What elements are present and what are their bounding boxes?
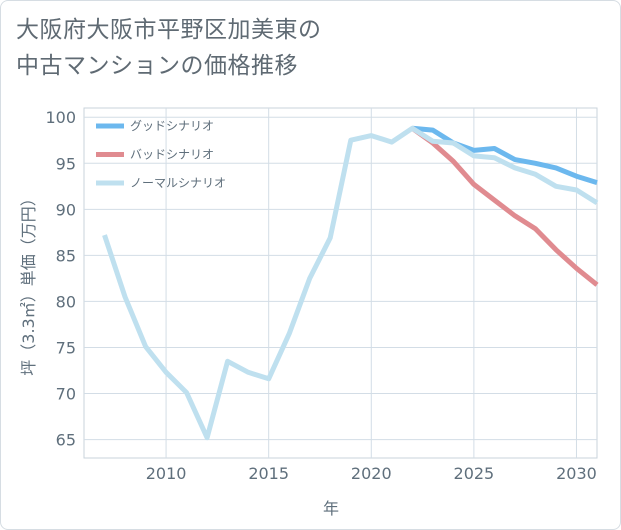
legend-label: ノーマルシナリオ <box>130 176 226 190</box>
x-tick-label: 2025 <box>454 464 495 483</box>
series-line-3 <box>102 125 599 441</box>
y-tick-label: 65 <box>56 431 76 450</box>
y-tick-label: 75 <box>56 338 76 357</box>
tick-labels: 65 70 75 80 85 90 95 100 2010 2015 2020 2025 2030 <box>45 108 596 483</box>
y-tick-label: 80 <box>56 292 76 311</box>
chart-title-line-2: 中古マンションの価格推移 <box>16 53 298 79</box>
legend-label: バッドシナリオ <box>130 148 214 162</box>
y-tick-label: 70 <box>56 385 76 404</box>
series-line-1 <box>412 125 598 185</box>
x-tick-label: 2020 <box>351 464 392 483</box>
chart-title: 大阪府大阪市平野区加美東の 中古マンションの価格推移 <box>16 12 576 84</box>
x-tick-label: 2010 <box>146 464 187 483</box>
x-tick-label: 2030 <box>556 464 597 483</box>
y-tick-label: 100 <box>45 108 76 127</box>
y-tick-label: 90 <box>56 200 76 219</box>
chart-title-line-1: 大阪府大阪市平野区加美東の <box>16 17 322 43</box>
y-tick-label: 85 <box>56 246 76 265</box>
x-tick-label: 2015 <box>248 464 289 483</box>
y-axis-title: 坪（3.3㎡）単価（万円） <box>19 190 38 375</box>
y-tick-label: 95 <box>56 154 76 173</box>
series-lines <box>102 125 599 441</box>
grid-lines <box>84 108 597 458</box>
series-line-2 <box>410 126 599 287</box>
x-axis-title: 年 <box>323 499 339 518</box>
legend-label: グッドシナリオ <box>130 119 214 133</box>
